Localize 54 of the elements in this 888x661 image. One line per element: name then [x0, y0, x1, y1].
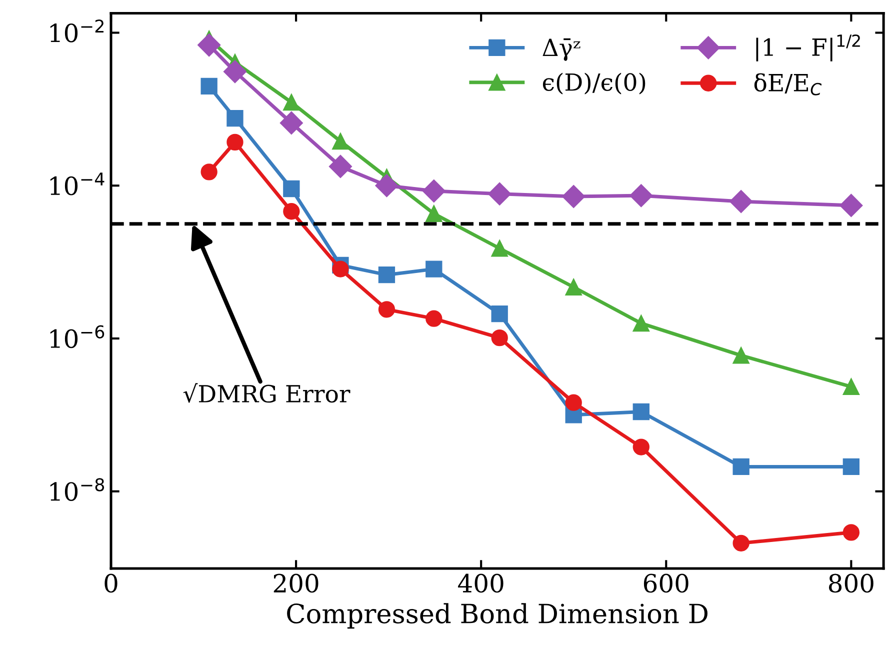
point [565, 278, 582, 296]
point [283, 94, 300, 111]
x-tick-label: 0 [104, 574, 118, 593]
point [200, 78, 218, 94]
point [491, 306, 508, 322]
y-tick-label: 10$^{−8}$ [50, 478, 104, 502]
x-tick-label: 600 [644, 574, 688, 593]
point [488, 182, 512, 206]
point [328, 154, 352, 178]
point [226, 134, 244, 151]
point [426, 310, 442, 327]
point [378, 266, 396, 284]
point [283, 203, 300, 220]
annotation: √DMRG Error [183, 383, 350, 403]
point [562, 185, 586, 208]
y-tick-label: 10$^{−4}$ [50, 172, 104, 196]
legend-label: Δγ̄ᶻ [542, 38, 580, 61]
point [223, 60, 246, 84]
point [426, 205, 442, 222]
y-tick-label: 10$^{−6}$ [50, 325, 104, 348]
legend-label: |1 − F|$^{1/2}$ [756, 34, 860, 62]
point [491, 329, 508, 346]
x-axis-title: Compressed Bond Dimension D [287, 603, 708, 629]
point [632, 403, 650, 420]
legend-label: δE/E$_{C}$ [754, 73, 822, 96]
point [565, 394, 582, 411]
point [632, 314, 650, 332]
point [226, 110, 244, 127]
point [426, 260, 442, 278]
point [332, 260, 349, 278]
point [842, 524, 860, 541]
point [732, 347, 750, 364]
x-tick-label: 400 [458, 574, 504, 593]
point [198, 34, 221, 57]
point [378, 301, 396, 318]
point [491, 240, 508, 257]
point [332, 132, 349, 150]
point [842, 458, 860, 476]
point [630, 184, 653, 208]
point [283, 180, 300, 198]
point [200, 164, 218, 180]
point [280, 111, 303, 134]
point [840, 194, 863, 217]
x-tick-label: 800 [828, 574, 874, 593]
point [732, 534, 750, 552]
x-tick-label: 200 [274, 574, 318, 593]
point [422, 180, 446, 202]
y-tick-label: 10$^{−2}$ [50, 19, 104, 42]
point [632, 438, 650, 456]
point [730, 190, 753, 213]
point [842, 378, 860, 396]
legend-label: ϵ(D)/ϵ(0) [542, 72, 646, 94]
point [732, 458, 750, 476]
point [375, 174, 398, 198]
